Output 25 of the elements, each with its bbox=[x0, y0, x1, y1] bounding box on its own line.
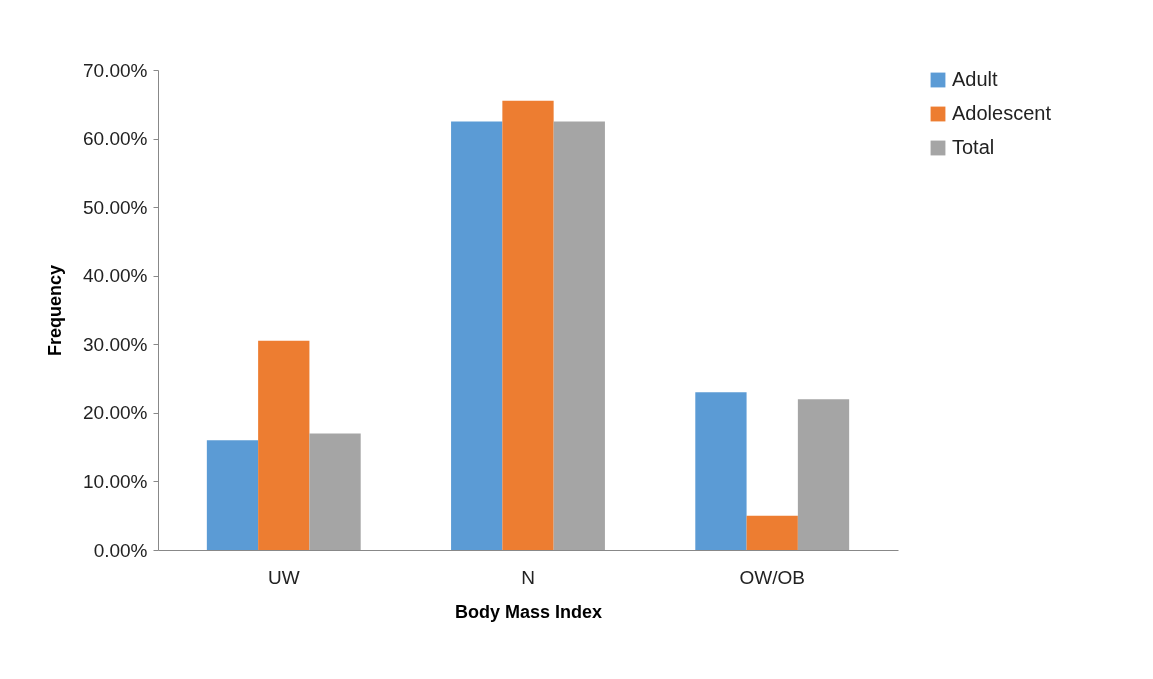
y-tick-label: 70.00% bbox=[83, 59, 148, 81]
y-tick-label: 50.00% bbox=[83, 196, 148, 218]
bar bbox=[451, 121, 503, 550]
y-tick-label: 60.00% bbox=[83, 128, 148, 150]
x-tick-label: N bbox=[521, 566, 535, 588]
y-axis-title: Frequency bbox=[45, 264, 66, 357]
bar bbox=[746, 515, 798, 550]
y-tick-label: 20.00% bbox=[83, 402, 148, 424]
x-axis-title: Body Mass Index bbox=[454, 601, 603, 622]
y-tick-label: 0.00% bbox=[93, 539, 148, 561]
y-tick-label: 10.00% bbox=[83, 470, 148, 492]
x-tick-label: OW/OB bbox=[739, 566, 805, 588]
legend-label: Adolescent bbox=[952, 102, 1052, 124]
bar bbox=[309, 433, 361, 550]
y-tick-label: 30.00% bbox=[83, 333, 148, 355]
bar bbox=[206, 440, 259, 550]
y-tick-label: 40.00% bbox=[83, 265, 148, 287]
bar bbox=[797, 399, 850, 550]
bar bbox=[695, 392, 747, 550]
bar bbox=[258, 340, 310, 550]
legend-label: Adult bbox=[952, 68, 999, 90]
legend-label: Total bbox=[952, 136, 995, 158]
bar bbox=[553, 121, 605, 550]
bar bbox=[502, 100, 554, 550]
x-tick-label: UW bbox=[267, 566, 300, 588]
